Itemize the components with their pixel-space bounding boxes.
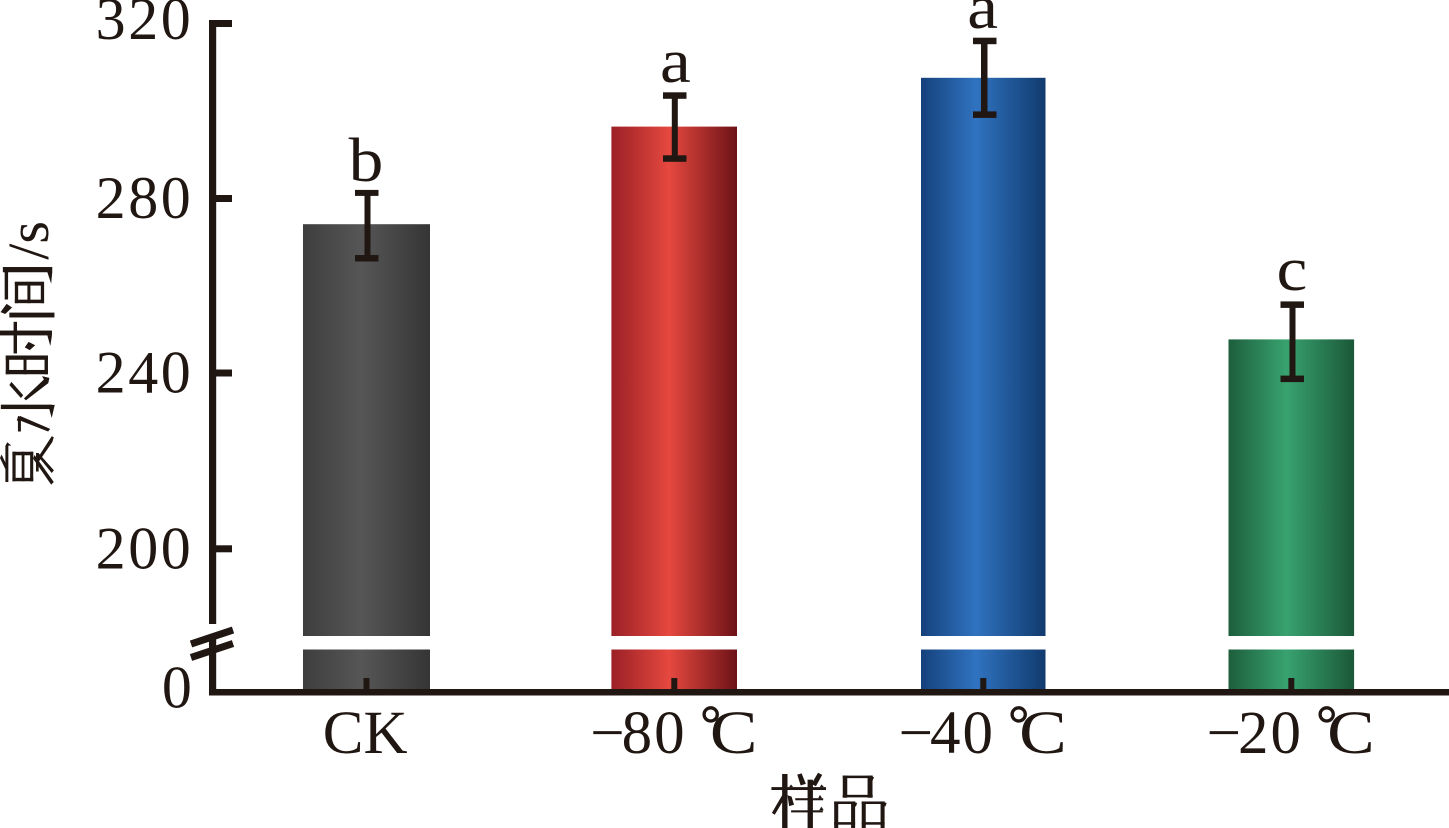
svg-text:0: 0: [162, 654, 192, 720]
svg-text:C: C: [1019, 700, 1067, 767]
svg-text:−: −: [590, 700, 624, 767]
svg-text:b: b: [349, 126, 384, 195]
svg-text:200: 200: [96, 515, 194, 581]
svg-text:c: c: [1276, 235, 1307, 304]
svg-text:a: a: [967, 0, 998, 42]
svg-text:−: −: [899, 700, 933, 767]
svg-text:C: C: [1327, 700, 1375, 767]
svg-text:−: −: [1207, 700, 1241, 767]
svg-text:20: 20: [1238, 700, 1303, 767]
svg-text:80: 80: [622, 700, 687, 767]
svg-text:280: 280: [96, 165, 194, 231]
svg-text:320: 320: [96, 0, 194, 52]
svg-text:40: 40: [930, 700, 995, 767]
svg-text:a: a: [660, 27, 691, 96]
svg-text:240: 240: [96, 340, 194, 406]
svg-text:/s: /s: [0, 221, 61, 260]
svg-text:CK: CK: [323, 700, 408, 767]
